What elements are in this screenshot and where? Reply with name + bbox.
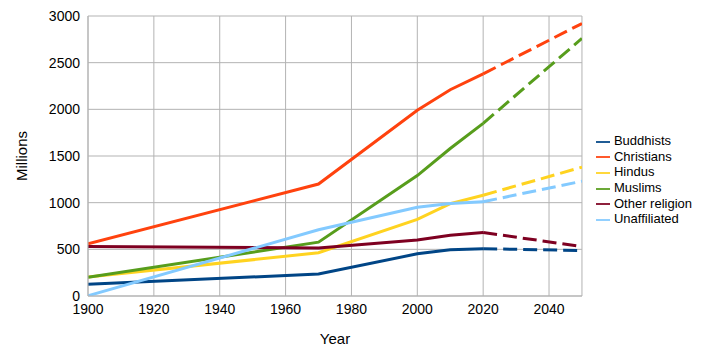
svg-text:2000: 2000	[49, 101, 80, 117]
svg-text:1940: 1940	[204, 301, 235, 317]
html-text:Other religion: Other religion	[614, 195, 692, 211]
html-text:Muslims: Muslims	[614, 180, 662, 195]
svg-text:500: 500	[57, 241, 81, 257]
html-text:Unaffiliated: Unaffiliated	[614, 211, 679, 227]
html-text:Hindus: Hindus	[614, 164, 655, 180]
svg-text:1920: 1920	[138, 301, 169, 317]
svg-text:1500: 1500	[49, 148, 80, 164]
svg-text:2500: 2500	[49, 55, 80, 71]
svg-text:1980: 1980	[336, 301, 367, 317]
svg-text:Year: Year	[320, 330, 350, 347]
svg-text:3000: 3000	[49, 8, 80, 24]
svg-text:2020: 2020	[468, 301, 499, 317]
svg-text:0: 0	[72, 288, 80, 304]
svg-text:1000: 1000	[49, 195, 80, 211]
svg-text:Millions: Millions	[13, 131, 30, 181]
html-text:Christians: Christians	[614, 148, 672, 164]
svg-text:1960: 1960	[270, 301, 301, 317]
svg-text:2040: 2040	[533, 301, 564, 317]
svg-text:1900: 1900	[72, 300, 104, 317]
html-text:Buddhists: Buddhists	[614, 133, 671, 149]
svg-text:2000: 2000	[402, 301, 433, 317]
